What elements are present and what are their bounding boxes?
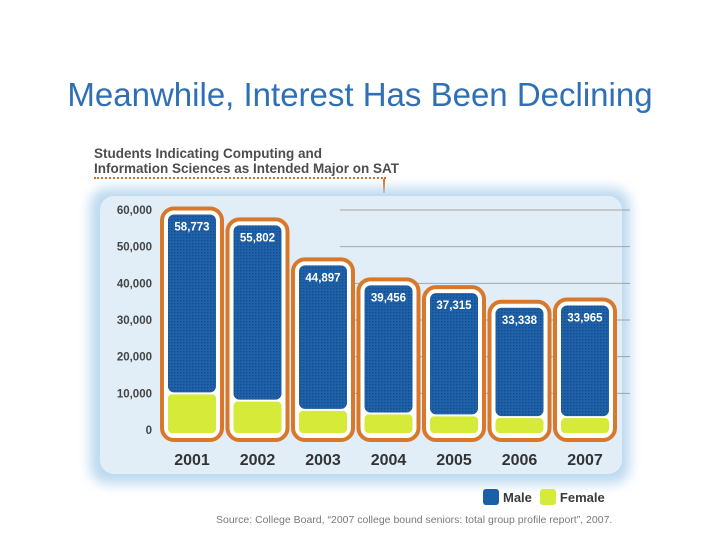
legend-swatch-male — [483, 489, 499, 505]
bar-total-label: 44,897 — [305, 272, 340, 284]
bar-segment-male — [561, 305, 609, 417]
bar-total-label: 37,315 — [436, 300, 472, 312]
y-tick-label: 20,000 — [117, 352, 152, 364]
chart-title-line-2: Information Sciences as Intended Major o… — [94, 161, 400, 176]
bar-total-label: 33,338 — [502, 315, 538, 327]
y-tick-label: 0 — [146, 425, 152, 437]
bar-segment-male — [495, 307, 544, 417]
y-tick-label: 60,000 — [117, 205, 152, 217]
legend-label-male: Male — [503, 489, 532, 505]
bar-segment-female — [561, 418, 609, 433]
bar-total-label: 39,456 — [371, 292, 406, 304]
legend-swatch-female — [539, 489, 556, 505]
x-tick-label: 2001 — [174, 452, 210, 469]
x-tick-label: 2004 — [371, 452, 407, 469]
x-tick-label: 2002 — [240, 452, 276, 469]
slide-title: Meanwhile, Interest Has Been Declining — [67, 76, 653, 113]
bar-total-label: 55,802 — [240, 232, 275, 244]
y-tick-label: 50,000 — [117, 242, 152, 254]
bar-segment-male — [430, 293, 478, 415]
bar-segment-female — [168, 394, 216, 433]
legend-item-male: Male — [483, 489, 532, 505]
chart-title-rule — [94, 177, 386, 179]
chart-legend: Male Female — [483, 489, 613, 505]
bar-segment-female — [430, 416, 478, 433]
source-citation: Source: College Board, “2007 college bou… — [216, 514, 613, 526]
bar-total-label: 33,965 — [567, 312, 603, 324]
bar-total-label: 58,773 — [174, 221, 209, 233]
bar-segment-female — [233, 401, 282, 433]
x-tick-label: 2003 — [305, 452, 341, 469]
bar-segment-male — [233, 225, 282, 400]
chart-title-line-1: Students Indicating Computing and — [94, 146, 322, 161]
legend-item-female: Female — [539, 489, 605, 505]
bar-segment-male — [168, 214, 216, 393]
bar-segment-female — [299, 410, 347, 433]
bar-segment-male — [364, 285, 413, 413]
x-tick-label: 2007 — [567, 452, 603, 469]
y-tick-label: 40,000 — [117, 278, 152, 290]
y-tick-label: 10,000 — [117, 388, 152, 400]
bar-segment-male — [299, 265, 347, 409]
bar-segment-female — [495, 418, 544, 433]
chart-title-tick — [383, 179, 385, 193]
chart-title: Students Indicating Computing and Inform… — [94, 146, 399, 176]
y-tick-label: 30,000 — [117, 315, 152, 327]
legend-label-female: Female — [559, 489, 605, 505]
x-tick-label: 2006 — [502, 452, 538, 469]
bar-segment-female — [364, 414, 413, 433]
x-tick-label: 2005 — [436, 452, 472, 469]
